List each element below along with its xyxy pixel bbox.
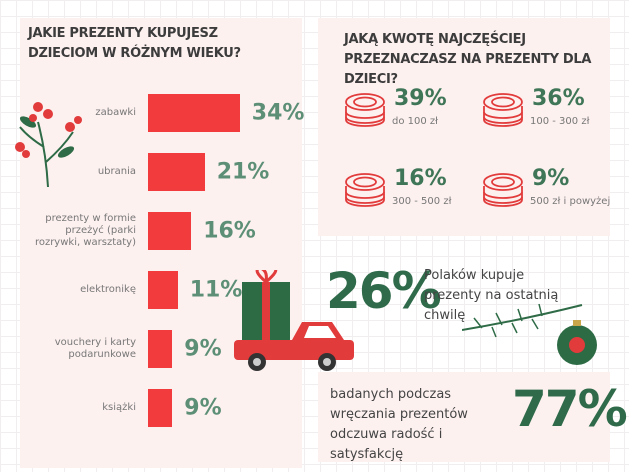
bar: [148, 389, 173, 427]
budget-label: 100 - 300 zł: [530, 116, 590, 127]
value-label: 34%: [251, 100, 305, 126]
coin-icon: [483, 173, 523, 207]
value-label: 9%: [184, 395, 222, 421]
category-label: zabawki: [95, 107, 136, 118]
budget-panel: [318, 18, 610, 236]
coin-icon: [483, 93, 523, 127]
stat-text: Polaków kupuje prezenty na ostatnią chwi…: [424, 268, 559, 323]
budget-label: do 100 zł: [392, 116, 439, 127]
category-label: elektronikę: [80, 284, 136, 295]
bar: [148, 94, 240, 132]
berries-decoration: [15, 102, 82, 188]
stat-value: 26%: [326, 262, 442, 320]
budget-value: 39%: [394, 86, 447, 111]
budget-value: 36%: [532, 86, 585, 111]
budget-label: 500 zł i powyżej: [530, 196, 611, 207]
budget-label: 300 - 500 zł: [392, 196, 452, 207]
budget-value: 16%: [394, 166, 447, 191]
chart-title: JAKIE PREZENTY KUPUJESZ DZIECIOM W RÓŻNY…: [28, 26, 241, 61]
coin-icon: [345, 173, 385, 207]
value-label: 11%: [189, 277, 243, 303]
stat-text: badanych podczas wręczania prezentów odc…: [330, 387, 468, 462]
stat-value: 77%: [512, 380, 628, 438]
category-label: prezenty w formie przeżyć (parki rozrywk…: [34, 213, 136, 248]
bar: [148, 330, 173, 368]
coin-icon: [345, 93, 385, 127]
category-label: ubrania: [97, 166, 136, 177]
category-label: vouchery i karty podarunkowe: [54, 337, 136, 360]
bar: [148, 212, 192, 250]
value-label: 21%: [216, 159, 270, 185]
stat-panel: [318, 372, 610, 462]
bar: [148, 271, 178, 309]
value-label: 16%: [203, 218, 256, 244]
truck-decoration: [234, 270, 354, 371]
budget-title: JAKĄ KWOTĘ NAJCZĘŚCIEJ PRZEZNACZASZ NA P…: [344, 32, 592, 87]
category-label: książki: [102, 402, 136, 413]
branch-decoration: [462, 303, 597, 365]
value-label: 9%: [184, 336, 222, 362]
budget-value: 9%: [532, 166, 570, 191]
bar: [148, 153, 205, 191]
